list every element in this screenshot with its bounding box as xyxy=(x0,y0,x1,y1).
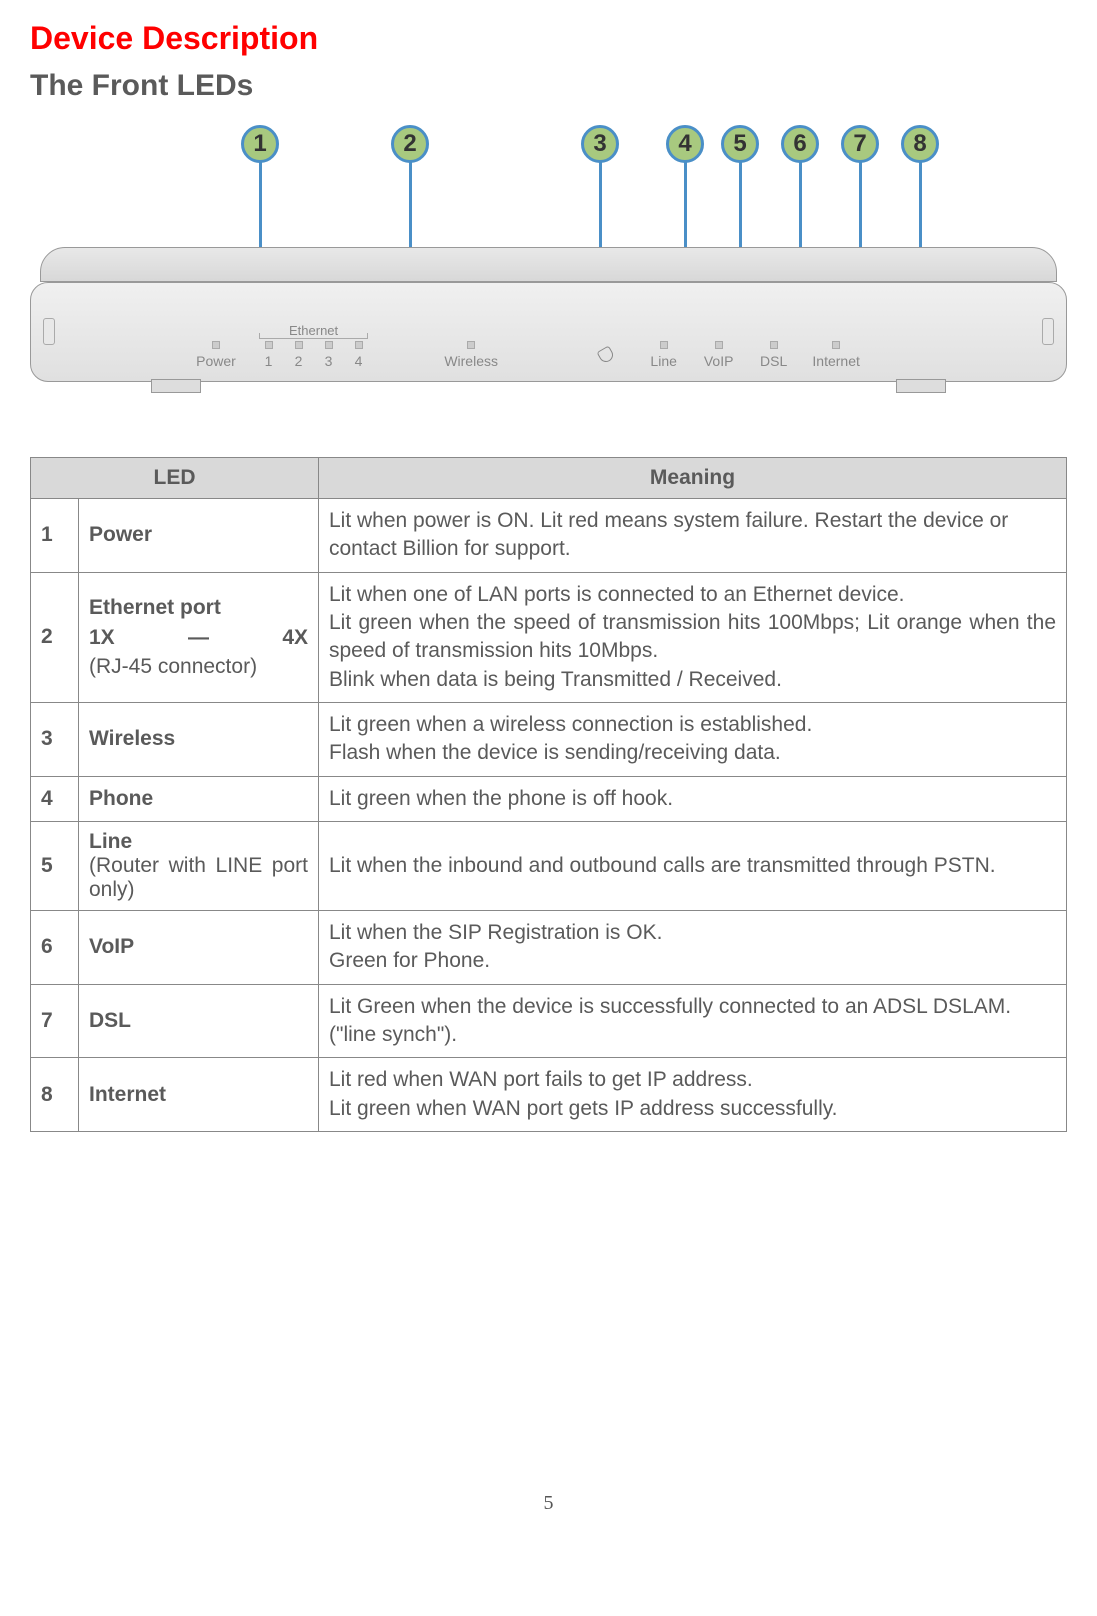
row-meaning: Lit red when WAN port fails to get IP ad… xyxy=(319,1058,1067,1132)
row-meaning: Lit when the inbound and outbound calls … xyxy=(319,822,1067,911)
row-led: Internet xyxy=(79,1058,319,1132)
row-led: Line (Router with LINE port only) xyxy=(79,822,319,911)
row-led: DSL xyxy=(79,984,319,1058)
callout-circle: 3 xyxy=(581,125,619,163)
meaning-line: Lit when one of LAN ports is connected t… xyxy=(329,581,1056,609)
row-num: 6 xyxy=(31,911,79,985)
table-row: 8 Internet Lit red when WAN port fails t… xyxy=(31,1058,1067,1132)
led-line: Ethernet port xyxy=(89,593,308,622)
row-led: Power xyxy=(79,499,319,573)
section-subtitle: The Front LEDs xyxy=(30,69,1067,103)
meaning-line: Lit red when WAN port fails to get IP ad… xyxy=(329,1066,1056,1094)
row-num: 2 xyxy=(31,572,79,702)
row-num: 4 xyxy=(31,776,79,821)
led-line: Line xyxy=(89,830,308,854)
panel-label-power: Power xyxy=(196,353,236,369)
callout-circle: 4 xyxy=(666,125,704,163)
callout-circle: 2 xyxy=(391,125,429,163)
panel-label-wireless: Wireless xyxy=(444,353,498,369)
row-meaning: Lit when one of LAN ports is connected t… xyxy=(319,572,1067,702)
row-meaning: Lit when power is ON. Lit red means syst… xyxy=(319,499,1067,573)
row-num: 7 xyxy=(31,984,79,1058)
th-led: LED xyxy=(31,458,319,499)
panel-label-ethernet: Ethernet xyxy=(259,323,368,339)
panel-label-internet: Internet xyxy=(812,353,859,369)
led-sub: (RJ-45 connector) xyxy=(89,652,308,681)
led-sub: (Router with LINE port only) xyxy=(89,854,308,902)
th-meaning: Meaning xyxy=(319,458,1067,499)
meaning-line: Lit when the SIP Registration is OK. xyxy=(329,919,1056,947)
panel-label-voip: VoIP xyxy=(704,353,734,369)
table-row: 2 Ethernet port 1X — 4X (RJ-45 connector… xyxy=(31,572,1067,702)
callout-circle: 1 xyxy=(241,125,279,163)
row-meaning: Lit Green when the device is successfull… xyxy=(319,984,1067,1058)
table-row: 5 Line (Router with LINE port only) Lit … xyxy=(31,822,1067,911)
panel-label-dsl: DSL xyxy=(760,353,787,369)
table-row: 6 VoIP Lit when the SIP Registration is … xyxy=(31,911,1067,985)
row-led: VoIP xyxy=(79,911,319,985)
led-part: — xyxy=(188,623,209,652)
row-led: Ethernet port 1X — 4X (RJ-45 connector) xyxy=(79,572,319,702)
callout-circle: 7 xyxy=(841,125,879,163)
row-led: Wireless xyxy=(79,703,319,777)
led-part: 1X xyxy=(89,623,115,652)
row-num: 3 xyxy=(31,703,79,777)
meaning-line: Blink when data is being Transmitted / R… xyxy=(329,666,1056,694)
panel-eth-2: 2 xyxy=(295,353,303,369)
callout-circle: 6 xyxy=(781,125,819,163)
page-title: Device Description xyxy=(30,20,1067,57)
led-part: 4X xyxy=(282,623,308,652)
meaning-line: Lit green when WAN port gets IP address … xyxy=(329,1095,1056,1123)
table-row: 1 Power Lit when power is ON. Lit red me… xyxy=(31,499,1067,573)
meaning-line: Lit green when the speed of transmission… xyxy=(329,609,1056,666)
panel-eth-1: 1 xyxy=(265,353,273,369)
table-row: 7 DSL Lit Green when the device is succe… xyxy=(31,984,1067,1058)
device-illustration: Power Ethernet 1 2 3 4 Wireless xyxy=(30,247,1067,417)
row-meaning: Lit when the SIP Registration is OK. Gre… xyxy=(319,911,1067,985)
meaning-line: Green for Phone. xyxy=(329,947,1056,975)
page-number: 5 xyxy=(30,1492,1067,1515)
callout-circle: 8 xyxy=(901,125,939,163)
row-meaning: Lit green when the phone is off hook. xyxy=(319,776,1067,821)
row-meaning: Lit green when a wireless connection is … xyxy=(319,703,1067,777)
panel-eth-3: 3 xyxy=(325,353,333,369)
callout-circle: 5 xyxy=(721,125,759,163)
row-num: 5 xyxy=(31,822,79,911)
table-row: 4 Phone Lit green when the phone is off … xyxy=(31,776,1067,821)
panel-label-line: Line xyxy=(650,353,676,369)
table-row: 3 Wireless Lit green when a wireless con… xyxy=(31,703,1067,777)
row-num: 8 xyxy=(31,1058,79,1132)
meaning-line: Flash when the device is sending/receivi… xyxy=(329,739,1056,767)
meaning-line: Lit green when a wireless connection is … xyxy=(329,711,1056,739)
row-num: 1 xyxy=(31,499,79,573)
device-diagram: 12345678 Power Ethernet 1 2 3 4 xyxy=(30,107,1067,427)
panel-eth-4: 4 xyxy=(355,353,363,369)
panel-labels: Power Ethernet 1 2 3 4 Wireless xyxy=(181,323,871,369)
phone-icon xyxy=(597,345,616,364)
row-led: Phone xyxy=(79,776,319,821)
led-table: LED Meaning 1 Power Lit when power is ON… xyxy=(30,457,1067,1132)
